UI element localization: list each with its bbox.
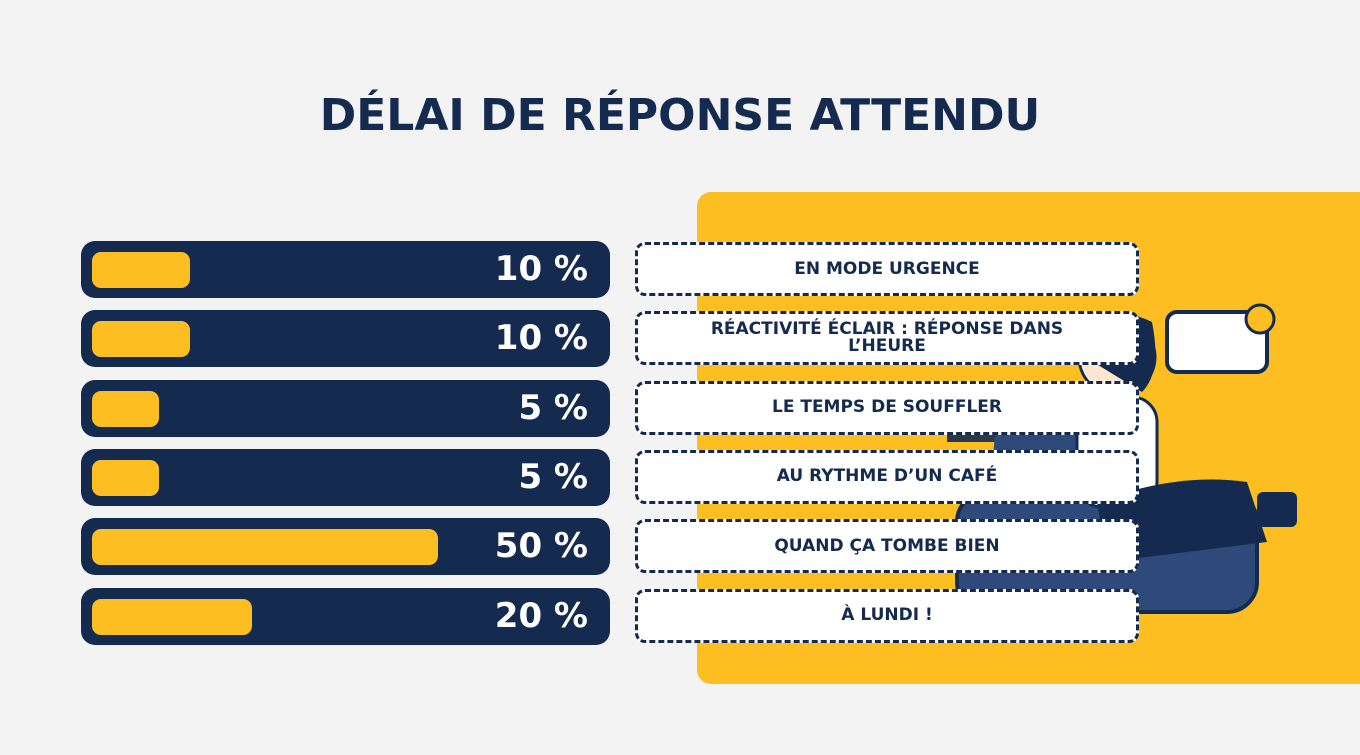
bar <box>92 598 252 635</box>
bar <box>92 390 159 427</box>
category-label: QUAND ÇA TOMBE BIEN <box>635 519 1139 574</box>
chart-title: DÉLAI DE RÉPONSE ATTENDU <box>319 90 1041 141</box>
bar-track: 20 % <box>81 587 610 645</box>
bar-track: 5 % <box>81 379 610 437</box>
value-label: 10 % <box>494 318 588 359</box>
value-label: 5 % <box>518 387 588 428</box>
value-label: 20 % <box>494 595 588 636</box>
value-label: 10 % <box>494 249 588 289</box>
category-label: EN MODE URGENCE <box>635 242 1139 296</box>
bar <box>92 252 190 288</box>
bar <box>92 459 159 496</box>
bar <box>92 529 438 566</box>
category-label: LE TEMPS DE SOUFFLER <box>635 380 1139 435</box>
bar-track: 5 % <box>81 448 610 506</box>
bar-track: 10 % <box>81 241 610 298</box>
bar-track: 10 % <box>81 310 610 368</box>
value-label: 5 % <box>518 456 588 497</box>
bar <box>92 321 190 358</box>
category-label: RÉACTIVITÉ ÉCLAIR : RÉPONSE DANS L’HEURE <box>635 311 1139 366</box>
bar-track: 50 % <box>81 518 610 576</box>
category-label: AU RYTHME D’UN CAFÉ <box>635 449 1139 504</box>
value-label: 50 % <box>494 526 588 567</box>
category-label: À LUNDI ! <box>635 588 1139 643</box>
